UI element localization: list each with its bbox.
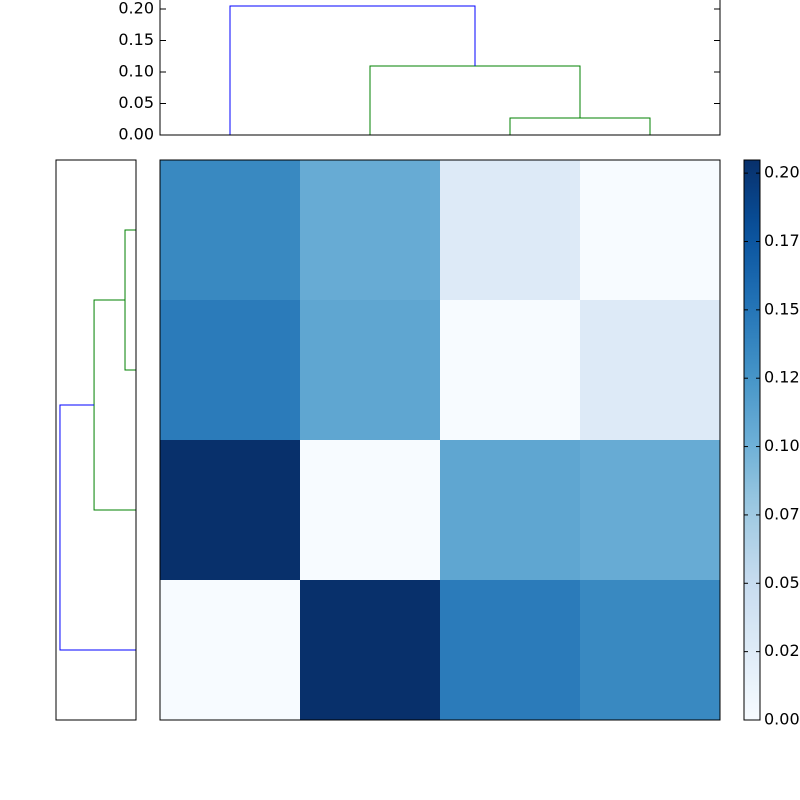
colorbar-tick-label: 0.175 [764,231,800,250]
dendrogram-link [124,229,136,371]
colorbar-tick-label: 0.150 [764,299,800,318]
y-tick-label: 0.20 [118,0,154,18]
dendrogram-link [229,5,476,135]
heatmap-cell [160,300,301,441]
dendrogram-link [93,299,136,511]
heatmap-cell [300,440,441,581]
heatmap-cell [160,160,301,301]
left-dendrogram-frame [55,159,137,721]
colorbar-tick-label: 0.075 [764,504,800,523]
heatmap-cell [160,440,301,581]
dendrogram-link [59,404,136,651]
heatmap-cell [580,440,721,581]
colorbar [743,159,761,721]
heatmap-cell [300,300,441,441]
heatmap-cell [440,440,581,581]
y-tick-label: 0.10 [118,62,154,81]
colorbar-tick-label: 0.100 [764,436,800,455]
dendrogram-link [369,65,581,135]
y-tick-label: 0.00 [118,125,154,144]
y-tick-label: 0.05 [118,93,154,112]
heatmap-cell [300,160,441,301]
heatmap-cell [580,300,721,441]
top-dendrogram-frame [159,0,721,136]
colorbar-tick-label: 0.000 [764,710,800,729]
heatmap-cell [440,300,581,441]
heatmap-cell [580,160,721,301]
heatmap-cell [580,580,721,721]
heatmap-cell [440,160,581,301]
heatmap-frame [159,159,721,721]
dendrogram-link [509,117,651,135]
heatmap-cell [160,580,301,721]
heatmap-cell [440,580,581,721]
colorbar-tick-label: 0.050 [764,573,800,592]
colorbar-tick-label: 0.025 [764,641,800,660]
heatmap-cell [300,580,441,721]
colorbar-tick-label: 0.125 [764,368,800,387]
colorbar-tick-label: 0.200 [764,163,800,182]
y-tick-label: 0.15 [118,30,154,49]
